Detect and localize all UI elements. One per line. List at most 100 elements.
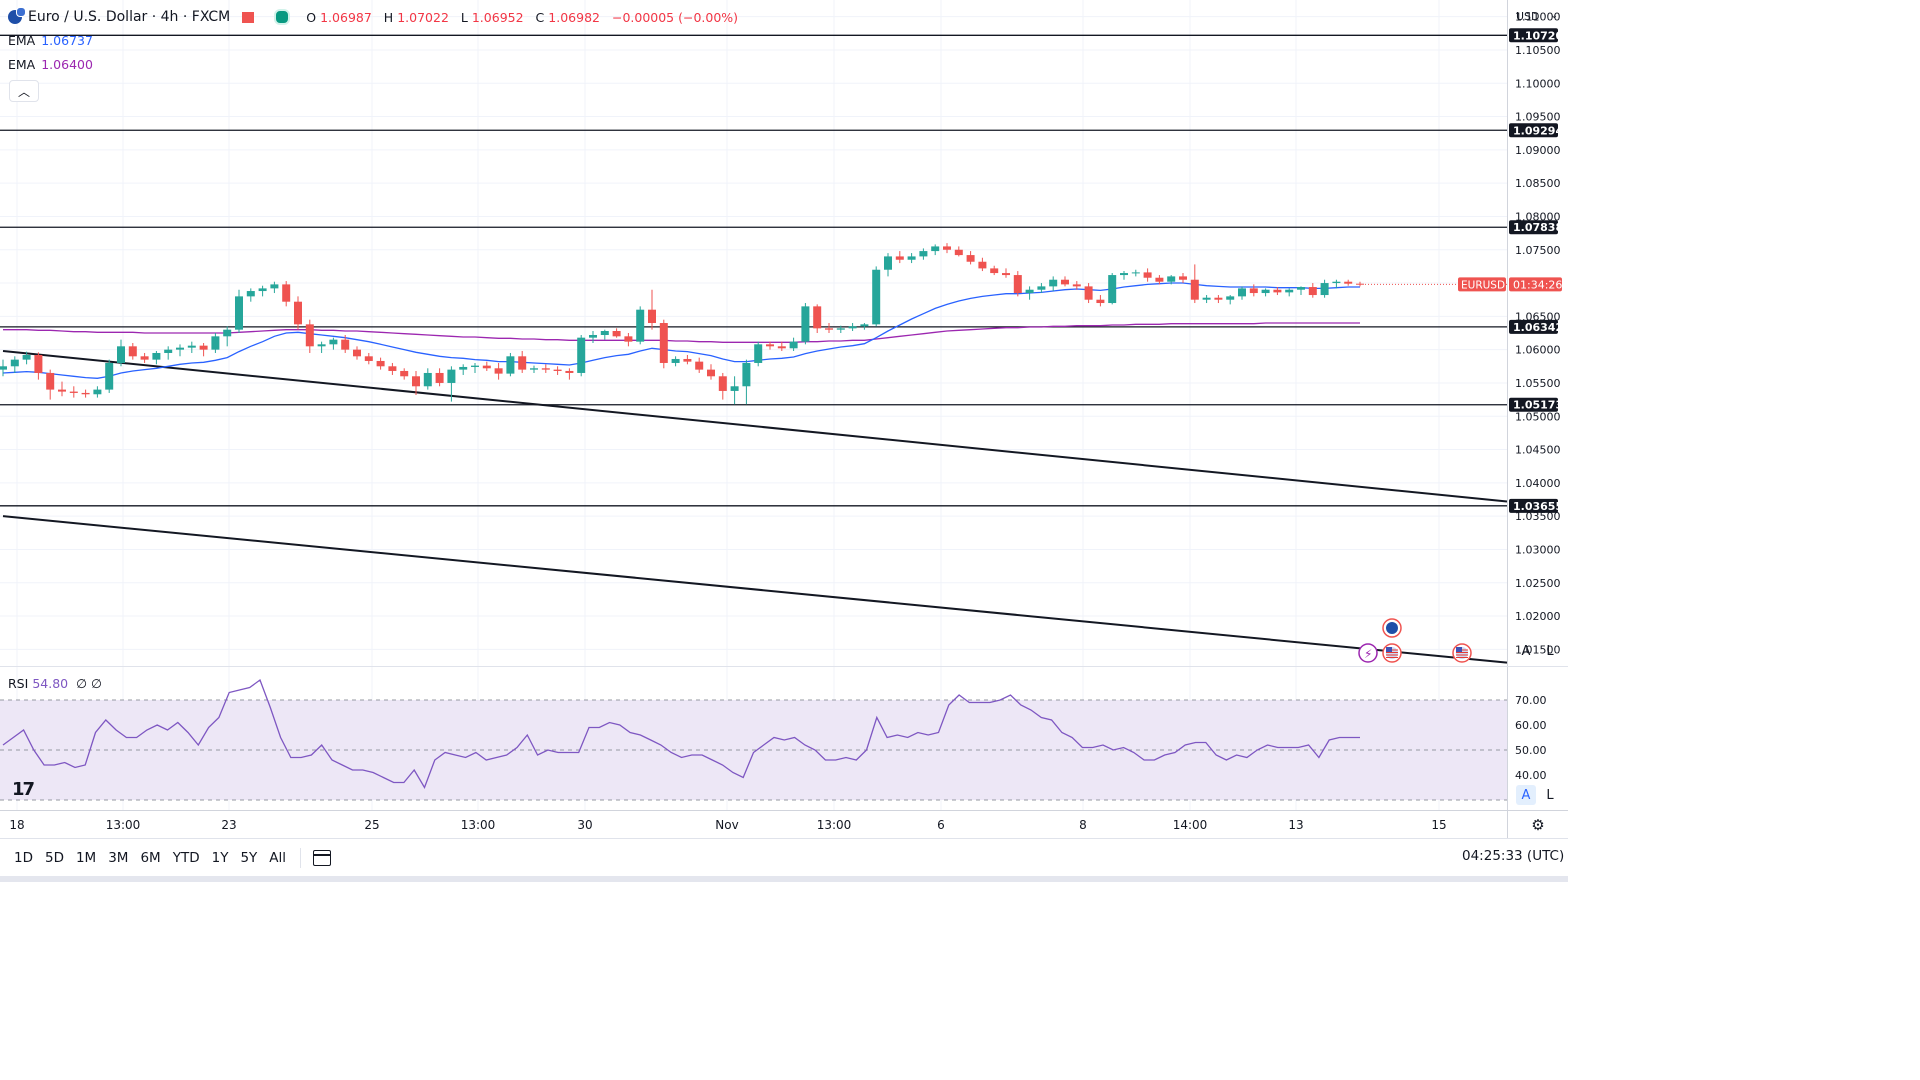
rsi-log-scale-button[interactable]: L bbox=[1546, 787, 1554, 803]
candle-body bbox=[730, 386, 739, 391]
candle-body bbox=[1096, 299, 1105, 304]
candle-body bbox=[754, 344, 763, 363]
bottom-toolbar: 1D 5D 1M 3M 6M YTD 1Y 5Y All bbox=[0, 840, 1568, 876]
candle-body bbox=[211, 336, 220, 350]
ohlc-values: O 1.06987 H 1.07022 L 1.06952 C 1.06982 −0.0… bbox=[306, 10, 742, 25]
level-tag-label: 1.06342 bbox=[1513, 321, 1563, 334]
symbol-header: Euro / U.S. Dollar · 4h · FXCM O 1.06987 … bbox=[8, 6, 742, 28]
candle-body bbox=[1013, 275, 1022, 294]
open-value: 1.06987 bbox=[320, 9, 372, 25]
candle-body bbox=[1214, 297, 1223, 300]
eu-event-icon-inner bbox=[1386, 622, 1398, 634]
collapse-legend-button[interactable]: ︿ bbox=[9, 80, 39, 102]
range-button-ytd[interactable]: YTD bbox=[172, 850, 200, 866]
price-tick-label: 1.07500 bbox=[1515, 244, 1561, 257]
candle-body bbox=[294, 301, 302, 325]
us-event-icon-2-canton bbox=[1456, 647, 1462, 652]
level-tag bbox=[1509, 123, 1558, 138]
price-tick-label: 1.01500 bbox=[1515, 643, 1561, 656]
level-tag-label: 1.03655 bbox=[1513, 500, 1563, 513]
rsi-legend[interactable]: RSI 54.80 ∅ ∅ bbox=[8, 676, 102, 691]
range-button-1m[interactable]: 1M bbox=[75, 850, 97, 866]
candle-body bbox=[990, 268, 999, 274]
ema-fast-legend[interactable]: EMA 1.06737 bbox=[8, 33, 93, 48]
main-chart[interactable]: 1.11000 1.10500 1.10000 1.09500 1.09000 1.085… bbox=[0, 0, 1568, 882]
low-label: L bbox=[460, 9, 468, 25]
range-button-1y[interactable]: 1Y bbox=[211, 850, 229, 866]
candle-body bbox=[1297, 287, 1305, 290]
candle-body bbox=[435, 372, 444, 383]
candle-body bbox=[530, 368, 538, 370]
level-tag bbox=[1509, 319, 1558, 334]
auto-scale-button[interactable]: A bbox=[1521, 643, 1531, 659]
rsi-tick-label: 70.00 bbox=[1515, 694, 1547, 707]
euro-flag-icon bbox=[8, 7, 26, 24]
range-button-5y[interactable]: 5Y bbox=[240, 850, 258, 866]
price-tick-label: 1.08500 bbox=[1515, 177, 1561, 190]
candle-body bbox=[813, 306, 822, 329]
candle-body bbox=[58, 389, 66, 392]
time-tick-label: 13:00 bbox=[461, 818, 496, 832]
market-status-icon[interactable] bbox=[242, 11, 255, 23]
price-tick-label: 1.09500 bbox=[1515, 111, 1561, 124]
candle-body bbox=[93, 389, 102, 395]
candle-body bbox=[1344, 281, 1353, 284]
time-tick-label: Nov bbox=[715, 818, 738, 832]
rsi-label: RSI bbox=[8, 676, 29, 691]
utc-clock[interactable]: 04:25:33 (UTC) bbox=[1462, 848, 1565, 864]
chevron-up-icon: ︿ bbox=[17, 84, 30, 99]
candle-body bbox=[140, 356, 149, 360]
currency-label: USD bbox=[1516, 9, 1540, 23]
symbol-title[interactable]: Euro / U.S. Dollar · 4h · FXCM bbox=[28, 9, 231, 25]
range-button-all[interactable]: All bbox=[269, 850, 287, 866]
candle-body bbox=[423, 372, 432, 387]
currency-selector[interactable]: USD ⌄ bbox=[1510, 4, 1564, 28]
candle-body bbox=[0, 366, 7, 370]
date-range-icon[interactable] bbox=[313, 850, 332, 866]
time-tick-label: 23 bbox=[221, 818, 236, 832]
candle-body bbox=[305, 324, 314, 347]
chart-root: 1.11000 1.10500 1.10000 1.09500 1.09000 1.085… bbox=[0, 0, 1568, 882]
candle-body bbox=[412, 376, 420, 387]
log-scale-button[interactable]: L bbox=[1546, 643, 1554, 659]
candle-body bbox=[1120, 273, 1128, 276]
candle-body bbox=[966, 255, 975, 262]
range-button-5d[interactable]: 5D bbox=[44, 850, 64, 866]
level-tag bbox=[1509, 220, 1558, 235]
candle-body bbox=[176, 347, 184, 350]
range-button-3m[interactable]: 3M bbox=[108, 850, 129, 866]
candle-body bbox=[943, 246, 951, 250]
open-label: O bbox=[306, 9, 317, 25]
ema-slow-line bbox=[3, 322, 1360, 343]
price-tick-label: 1.10000 bbox=[1515, 77, 1561, 90]
candle-body bbox=[317, 344, 326, 347]
candle-body bbox=[471, 365, 479, 367]
tradingview-logo-icon: 17 bbox=[12, 779, 35, 800]
ema-slow-value: 1.06400 bbox=[41, 57, 93, 72]
candle-body bbox=[341, 339, 350, 350]
price-tick-label: 1.08000 bbox=[1515, 210, 1561, 223]
rsi-auto-scale-button[interactable]: A bbox=[1516, 785, 1536, 805]
candle-body bbox=[978, 261, 987, 269]
candle-body bbox=[1332, 281, 1341, 284]
settings-gear-icon[interactable]: ⚙ bbox=[1531, 816, 1545, 834]
candle-body bbox=[648, 309, 656, 324]
price-tick-label: 1.11000 bbox=[1515, 11, 1561, 24]
market-open-icon[interactable] bbox=[274, 9, 291, 25]
candle-body bbox=[1261, 289, 1270, 294]
time-tick-label: 30 bbox=[577, 818, 592, 832]
rsi-line bbox=[2, 678, 1360, 790]
candle-body bbox=[1002, 273, 1010, 276]
symbol-tag bbox=[1458, 277, 1506, 292]
candle-body bbox=[494, 368, 503, 374]
range-button-6m[interactable]: 6M bbox=[140, 850, 161, 866]
time-tick-label: 13:00 bbox=[817, 818, 852, 832]
ema-slow-legend[interactable]: EMA 1.06400 bbox=[8, 57, 93, 72]
rsi-value: 54.80 bbox=[32, 676, 69, 691]
candle-body bbox=[624, 336, 633, 342]
candle-body bbox=[199, 345, 208, 350]
candle-body bbox=[848, 326, 857, 329]
range-buttons: 1D 5D 1M 3M 6M YTD 1Y 5Y All bbox=[8, 850, 292, 866]
lightning-glyph: ⚡ bbox=[1364, 647, 1372, 661]
range-button-1d[interactable]: 1D bbox=[14, 850, 33, 866]
